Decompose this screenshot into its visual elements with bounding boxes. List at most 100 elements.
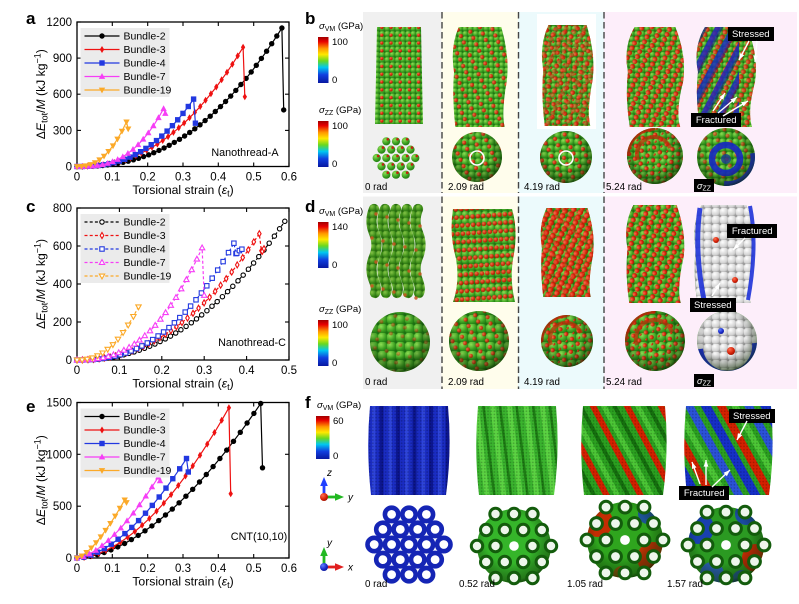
svg-text:0.2: 0.2 (140, 172, 156, 184)
svg-text:0: 0 (332, 358, 337, 369)
svg-text:σZZ (GPa): σZZ (GPa) (319, 304, 361, 316)
svg-text:0: 0 (332, 75, 337, 86)
svg-text:Stressed: Stressed (733, 411, 771, 422)
svg-text:0: 0 (74, 365, 80, 377)
svg-text:900: 900 (53, 53, 72, 65)
svg-text:Bundle-3: Bundle-3 (124, 425, 166, 437)
svg-text:0 rad: 0 rad (365, 579, 387, 590)
svg-text:Bundle-4: Bundle-4 (124, 244, 166, 256)
svg-text:σVM (GPa): σVM (GPa) (317, 400, 361, 412)
svg-text:f: f (305, 393, 311, 412)
svg-text:Nanothread-A: Nanothread-A (211, 147, 279, 159)
svg-text:σVM (GPa): σVM (GPa) (319, 206, 363, 218)
svg-text:Fractured: Fractured (732, 226, 773, 237)
svg-text:0.5: 0.5 (246, 172, 262, 184)
svg-text:0: 0 (66, 553, 72, 565)
svg-text:0.1: 0.1 (111, 365, 127, 377)
svg-text:1200: 1200 (46, 17, 72, 29)
svg-text:0 rad: 0 rad (365, 377, 387, 388)
svg-text:Fractured: Fractured (696, 115, 737, 126)
svg-text:5.24 rad: 5.24 rad (606, 377, 642, 388)
svg-text:σZZ: σZZ (697, 376, 712, 388)
svg-text:Torsional strain (εt): Torsional strain (εt) (132, 183, 233, 199)
svg-text:Torsional strain (εt): Torsional strain (εt) (132, 575, 233, 591)
svg-text:0.1: 0.1 (104, 563, 120, 575)
svg-text:800: 800 (53, 203, 72, 215)
svg-text:Bundle-7: Bundle-7 (124, 452, 166, 464)
svg-text:1.57 rad: 1.57 rad (667, 579, 703, 590)
svg-text:0.2: 0.2 (154, 365, 170, 377)
svg-text:Bundle-7: Bundle-7 (124, 71, 166, 83)
svg-text:0.3: 0.3 (175, 563, 191, 575)
svg-text:0.2: 0.2 (140, 563, 156, 575)
svg-text:σZZ (GPa): σZZ (GPa) (319, 105, 361, 117)
svg-text:y: y (347, 493, 354, 504)
svg-text:1000: 1000 (46, 449, 72, 461)
svg-text:0.1: 0.1 (104, 172, 120, 184)
svg-text:0.6: 0.6 (281, 172, 297, 184)
svg-text:CNT(10,10): CNT(10,10) (231, 531, 287, 543)
svg-text:0: 0 (74, 172, 80, 184)
svg-text:Bundle-19: Bundle-19 (124, 465, 172, 477)
svg-text:Bundle-19: Bundle-19 (124, 85, 172, 97)
svg-text:σZZ: σZZ (697, 181, 712, 193)
svg-text:2.09 rad: 2.09 rad (448, 182, 484, 193)
svg-text:σVM (GPa): σVM (GPa) (319, 21, 363, 33)
svg-text:0: 0 (66, 355, 72, 367)
svg-text:300: 300 (53, 125, 72, 137)
svg-text:Bundle-4: Bundle-4 (124, 438, 166, 450)
svg-text:400: 400 (53, 279, 72, 291)
svg-text:a: a (26, 9, 36, 28)
svg-text:0: 0 (332, 159, 337, 170)
svg-text:5.24 rad: 5.24 rad (606, 182, 642, 193)
svg-text:Bundle-2: Bundle-2 (124, 217, 166, 229)
svg-text:e: e (26, 397, 35, 416)
svg-text:0.3: 0.3 (175, 172, 191, 184)
svg-text:Stressed: Stressed (732, 29, 770, 40)
svg-text:0.4: 0.4 (210, 172, 227, 184)
svg-text:Bundle-4: Bundle-4 (124, 58, 166, 70)
svg-text:4.19 rad: 4.19 rad (524, 182, 560, 193)
svg-text:4.19 rad: 4.19 rad (524, 377, 560, 388)
svg-text:c: c (26, 197, 35, 216)
svg-text:Stressed: Stressed (694, 300, 732, 311)
svg-text:0.4: 0.4 (239, 365, 256, 377)
svg-text:140: 140 (332, 222, 348, 233)
svg-text:d: d (305, 197, 315, 216)
svg-text:0.6: 0.6 (281, 563, 297, 575)
svg-text:600: 600 (53, 241, 72, 253)
svg-text:600: 600 (53, 89, 72, 101)
svg-text:y: y (326, 538, 333, 549)
svg-text:1500: 1500 (46, 398, 72, 410)
svg-text:Bundle-19: Bundle-19 (124, 271, 172, 283)
svg-text:Bundle-3: Bundle-3 (124, 44, 166, 56)
svg-text:0: 0 (66, 162, 72, 174)
svg-text:Torsional strain (εt): Torsional strain (εt) (132, 377, 233, 393)
svg-text:2.09 rad: 2.09 rad (448, 377, 484, 388)
svg-text:z: z (326, 468, 332, 479)
svg-text:Bundle-3: Bundle-3 (124, 230, 166, 242)
svg-text:100: 100 (332, 320, 348, 331)
svg-text:Bundle-7: Bundle-7 (124, 257, 166, 269)
svg-text:b: b (305, 9, 315, 28)
svg-text:Nanothread-C: Nanothread-C (218, 337, 286, 349)
svg-text:0.52 rad: 0.52 rad (459, 579, 495, 590)
svg-text:Bundle-2: Bundle-2 (124, 411, 166, 423)
svg-text:Fractured: Fractured (684, 488, 725, 499)
svg-text:0 rad: 0 rad (365, 182, 387, 193)
svg-text:Bundle-2: Bundle-2 (124, 31, 166, 43)
svg-text:100: 100 (332, 121, 348, 132)
svg-text:0.4: 0.4 (210, 563, 227, 575)
svg-text:60: 60 (333, 416, 344, 427)
svg-text:0: 0 (74, 563, 80, 575)
svg-text:0: 0 (333, 451, 338, 462)
svg-text:1.05 rad: 1.05 rad (567, 579, 603, 590)
svg-text:500: 500 (53, 501, 72, 513)
svg-text:100: 100 (332, 37, 348, 48)
svg-text:0: 0 (332, 260, 337, 271)
svg-text:x: x (347, 563, 354, 574)
svg-text:0.3: 0.3 (196, 365, 212, 377)
svg-text:200: 200 (53, 317, 72, 329)
svg-text:0.5: 0.5 (281, 365, 297, 377)
svg-text:0.5: 0.5 (246, 563, 262, 575)
